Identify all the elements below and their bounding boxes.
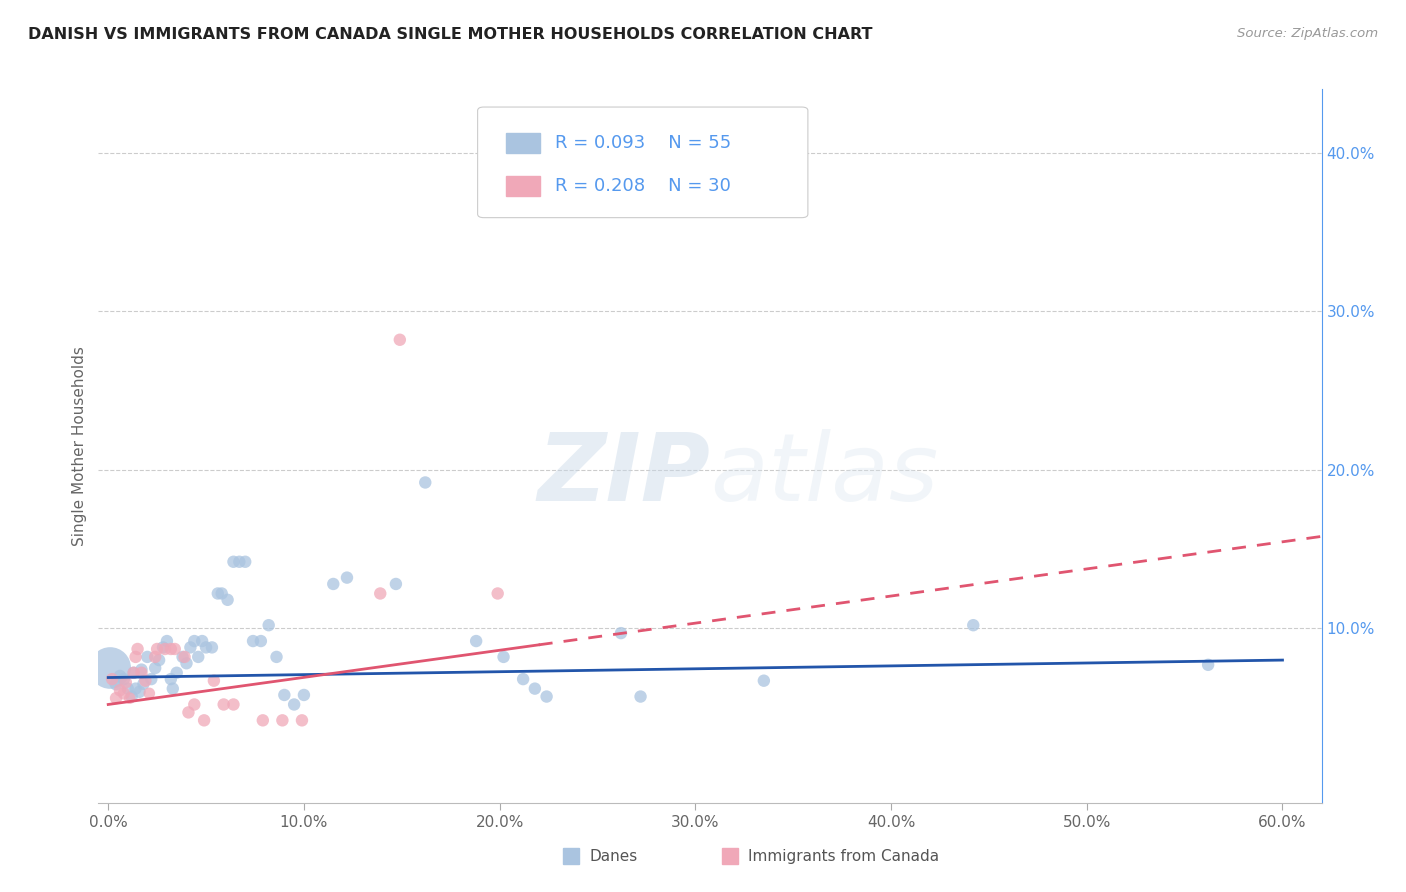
Point [122,665,145,680]
Point [193,714,215,728]
Point [233,555,256,569]
Point [195,640,218,655]
Point [291,714,314,728]
Point [160,642,183,657]
Point [124,681,146,696]
Text: ZIP: ZIP [537,428,710,521]
Text: Immigrants from Canada: Immigrants from Canada [748,849,939,863]
Point [191,634,214,648]
Point [257,618,280,632]
Point [112,672,135,686]
Point [112,686,135,700]
Point [465,634,488,648]
Point [217,592,239,607]
Point [134,673,156,688]
Point [153,642,176,657]
Bar [564,848,579,864]
Point [127,642,149,657]
Point [101,672,124,686]
Point [292,688,315,702]
Point [523,681,546,696]
Point [211,586,233,600]
Point [143,649,166,664]
Point [160,672,183,686]
Point [266,649,288,664]
Point [183,634,205,648]
Point [183,698,205,712]
Point [222,698,245,712]
Point [138,686,160,700]
Point [630,690,652,704]
Point [163,642,186,657]
Point [512,672,534,686]
FancyBboxPatch shape [478,107,808,218]
Bar [506,176,540,195]
Point [202,673,225,688]
Point [336,571,359,585]
Text: atlas: atlas [710,429,938,520]
Point [413,475,436,490]
Point [492,649,515,664]
Point [212,698,235,712]
Point [108,683,131,698]
Point [368,586,391,600]
Point [536,690,558,704]
Point [122,665,145,680]
Text: R = 0.093    N = 55: R = 0.093 N = 55 [555,134,731,152]
Point [131,663,153,677]
Point [105,677,128,691]
Point [124,649,146,664]
Point [98,661,121,675]
Point [388,333,411,347]
Y-axis label: Single Mother Households: Single Mother Households [72,346,87,546]
Point [271,714,294,728]
Point [173,649,195,664]
Point [228,555,250,569]
Point [177,706,200,720]
Bar [506,133,540,153]
Point [131,665,153,680]
Point [146,642,169,657]
Point [136,649,159,664]
Point [132,677,155,691]
Point [152,640,174,655]
Text: Danes: Danes [589,849,637,863]
Point [148,653,170,667]
Point [176,657,198,671]
Text: DANISH VS IMMIGRANTS FROM CANADA SINGLE MOTHER HOUSEHOLDS CORRELATION CHART: DANISH VS IMMIGRANTS FROM CANADA SINGLE … [28,27,873,42]
Point [1197,657,1219,672]
Point [283,698,305,712]
Point [962,618,984,632]
Point [156,634,179,648]
Point [252,714,274,728]
Point [250,634,273,648]
Point [114,675,136,690]
Point [273,688,295,702]
Point [610,626,633,640]
Point [222,555,245,569]
Point [143,661,166,675]
Point [385,577,408,591]
Point [322,577,344,591]
Point [121,690,143,704]
Point [166,665,188,680]
Point [172,649,194,664]
Point [128,685,150,699]
Point [105,691,128,706]
Point [187,649,209,664]
Point [207,586,229,600]
Point [117,681,139,696]
Point [752,673,775,688]
Point [242,634,264,648]
Point [162,681,184,696]
Point [179,640,201,655]
Text: Source: ZipAtlas.com: Source: ZipAtlas.com [1237,27,1378,40]
Point [141,672,163,686]
Point [118,691,141,706]
Point [201,640,224,655]
Bar [723,848,738,864]
Point [486,586,509,600]
Point [108,669,131,683]
Text: R = 0.208    N = 30: R = 0.208 N = 30 [555,177,731,194]
